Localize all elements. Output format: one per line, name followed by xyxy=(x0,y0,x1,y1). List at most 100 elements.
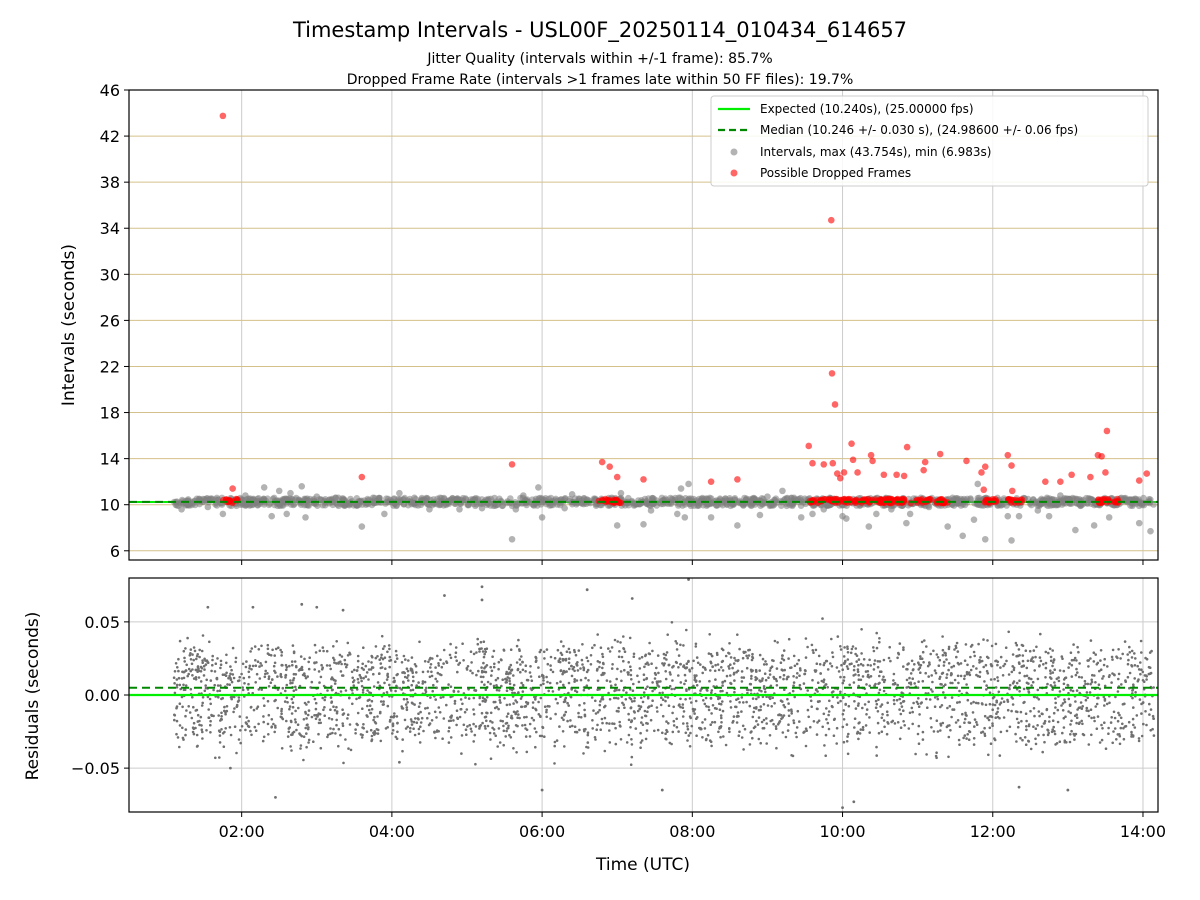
residual-point xyxy=(817,719,821,722)
residual-point xyxy=(472,712,476,716)
figure-title: Timestamp Intervals - USL00F_20250114_01… xyxy=(292,18,907,43)
residual-point xyxy=(1061,702,1065,705)
interval-outlier-point xyxy=(681,514,689,521)
residual-point xyxy=(335,705,338,709)
residual-point xyxy=(1115,738,1118,741)
residual-point xyxy=(839,645,842,648)
residual-point xyxy=(462,659,465,662)
residual-point xyxy=(727,665,730,668)
residual-point xyxy=(524,735,528,738)
residual-point xyxy=(1127,720,1131,724)
residual-point xyxy=(1030,684,1033,687)
residual-point xyxy=(642,691,646,694)
residual-point xyxy=(1130,665,1134,668)
residual-point xyxy=(980,659,984,663)
residual-point xyxy=(299,744,303,747)
residual-point xyxy=(386,704,390,708)
interval-outlier-point xyxy=(820,506,828,513)
residual-point xyxy=(988,715,992,718)
residual-point xyxy=(292,677,296,680)
residual-point xyxy=(430,719,434,722)
residual-point xyxy=(929,688,933,691)
residual-point xyxy=(413,663,417,666)
residual-point xyxy=(455,723,458,727)
residual-point xyxy=(617,710,620,713)
residual-point xyxy=(713,706,717,710)
residual-point xyxy=(622,689,625,692)
residual-point xyxy=(632,652,636,656)
residual-outlier-point xyxy=(274,795,277,799)
residual-point xyxy=(355,669,359,672)
residual-point xyxy=(341,724,345,728)
residual-point xyxy=(323,698,327,702)
residual-point xyxy=(326,689,329,692)
residual-point xyxy=(647,652,651,655)
residual-point xyxy=(873,662,876,666)
residual-point xyxy=(762,685,766,688)
residual-point xyxy=(947,755,950,759)
residual-point xyxy=(591,719,594,722)
residual-point xyxy=(187,705,190,708)
residual-point xyxy=(869,664,872,667)
residual-point xyxy=(539,696,543,700)
residual-point xyxy=(516,668,520,672)
residual-point xyxy=(798,720,801,723)
residual-point xyxy=(307,700,310,704)
residual-point xyxy=(199,680,203,683)
residual-point xyxy=(1040,712,1044,715)
residual-point xyxy=(284,689,287,693)
residual-point xyxy=(737,734,741,737)
residual-point xyxy=(215,677,219,681)
dropped-frame-point xyxy=(1112,498,1120,505)
residual-point xyxy=(959,674,963,678)
residual-point xyxy=(396,721,399,725)
residual-point xyxy=(1100,723,1103,727)
residual-point xyxy=(577,711,580,715)
residual-point xyxy=(231,673,235,676)
residual-point xyxy=(354,728,357,731)
residual-point xyxy=(494,700,497,704)
residual-point xyxy=(1099,659,1102,662)
residual-point xyxy=(866,663,870,667)
residual-point xyxy=(650,704,653,707)
residual-point xyxy=(1067,691,1070,695)
residual-point xyxy=(538,734,542,738)
residual-point xyxy=(321,646,325,649)
residual-point xyxy=(1025,719,1028,723)
residual-point xyxy=(851,645,855,648)
residual-point xyxy=(424,688,427,692)
residual-point xyxy=(608,729,611,732)
residual-point xyxy=(802,682,806,685)
residual-point xyxy=(518,648,521,651)
interval-outlier-point xyxy=(779,487,786,495)
residual-point xyxy=(1126,675,1130,679)
residual-point xyxy=(713,669,717,673)
interval-point xyxy=(707,495,715,502)
residual-point xyxy=(637,680,641,684)
residual-point xyxy=(220,715,223,718)
residual-point xyxy=(256,660,260,663)
residual-point xyxy=(442,695,445,699)
residual-point xyxy=(1145,678,1148,681)
residual-point xyxy=(310,715,314,719)
residual-point xyxy=(543,735,546,738)
residual-point xyxy=(768,669,772,672)
residual-point xyxy=(659,680,662,683)
residual-point xyxy=(1131,696,1134,700)
residual-point xyxy=(855,660,858,663)
residual-point xyxy=(983,726,986,730)
residual-point xyxy=(221,673,225,676)
residual-point xyxy=(566,719,569,723)
residual-point xyxy=(753,725,757,728)
residual-point xyxy=(594,699,597,703)
residual-point xyxy=(207,716,210,719)
residual-point xyxy=(1046,733,1050,737)
interval-outlier-point xyxy=(873,510,880,518)
residual-point xyxy=(474,762,477,766)
dropped-frame-point xyxy=(829,459,837,467)
residual-point xyxy=(258,677,262,680)
dropped-frame-point xyxy=(980,486,988,494)
residual-point xyxy=(1081,732,1085,736)
residual-point xyxy=(206,661,210,664)
residual-point xyxy=(601,652,604,656)
